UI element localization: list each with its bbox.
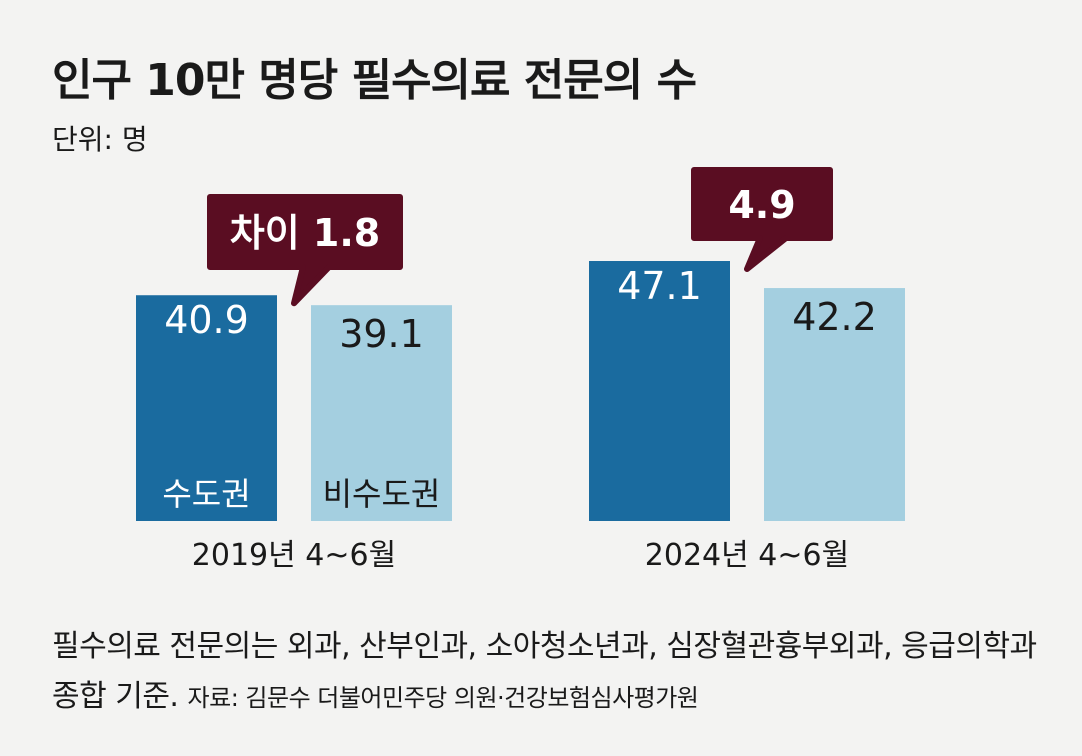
bar-capital-2 (589, 261, 730, 521)
bar-non-capital-2 (764, 288, 905, 521)
difference-callout-label: 4.9 (728, 183, 795, 227)
bar-capital-1 (136, 295, 277, 521)
bar-value-label: 39.1 (339, 312, 424, 356)
series-label-non-capital: 비수도권 (323, 475, 441, 513)
difference-callout-bubble (691, 167, 833, 273)
bar-value-label: 40.9 (164, 298, 249, 342)
footnote-text: 필수의료 전문의는 외과, 산부인과, 소아청소년과, 심장혈관흉부외과, 응급… (52, 629, 1037, 714)
bar-chart: 40.9 수도권 39.1 비수도권 2019년 4~6월 47.1 42.2 2024년 4… (136, 167, 905, 573)
bar-value-label: 47.1 (617, 264, 702, 308)
source-text: 자료: 김문수 더불어민주당 의원·건강보험심사평가원 (187, 684, 699, 712)
bar-value-label: 42.2 (792, 295, 877, 339)
unit-label: 단위: 명 (52, 123, 148, 156)
category-label: 2024년 4~6월 (645, 538, 849, 573)
difference-callout-label: 차이 1.8 (230, 211, 380, 255)
category-label: 2019년 4~6월 (192, 538, 396, 573)
difference-callout-bubble (207, 194, 403, 307)
chart-title: 인구 10만 명당 필수의료 전문의 수 (52, 55, 697, 106)
bar-non-capital-1 (311, 305, 452, 521)
footnote: 필수의료 전문의는 외과, 산부인과, 소아청소년과, 심장혈관흉부외과, 응급… (52, 622, 1052, 723)
series-label-capital: 수도권 (162, 475, 250, 513)
